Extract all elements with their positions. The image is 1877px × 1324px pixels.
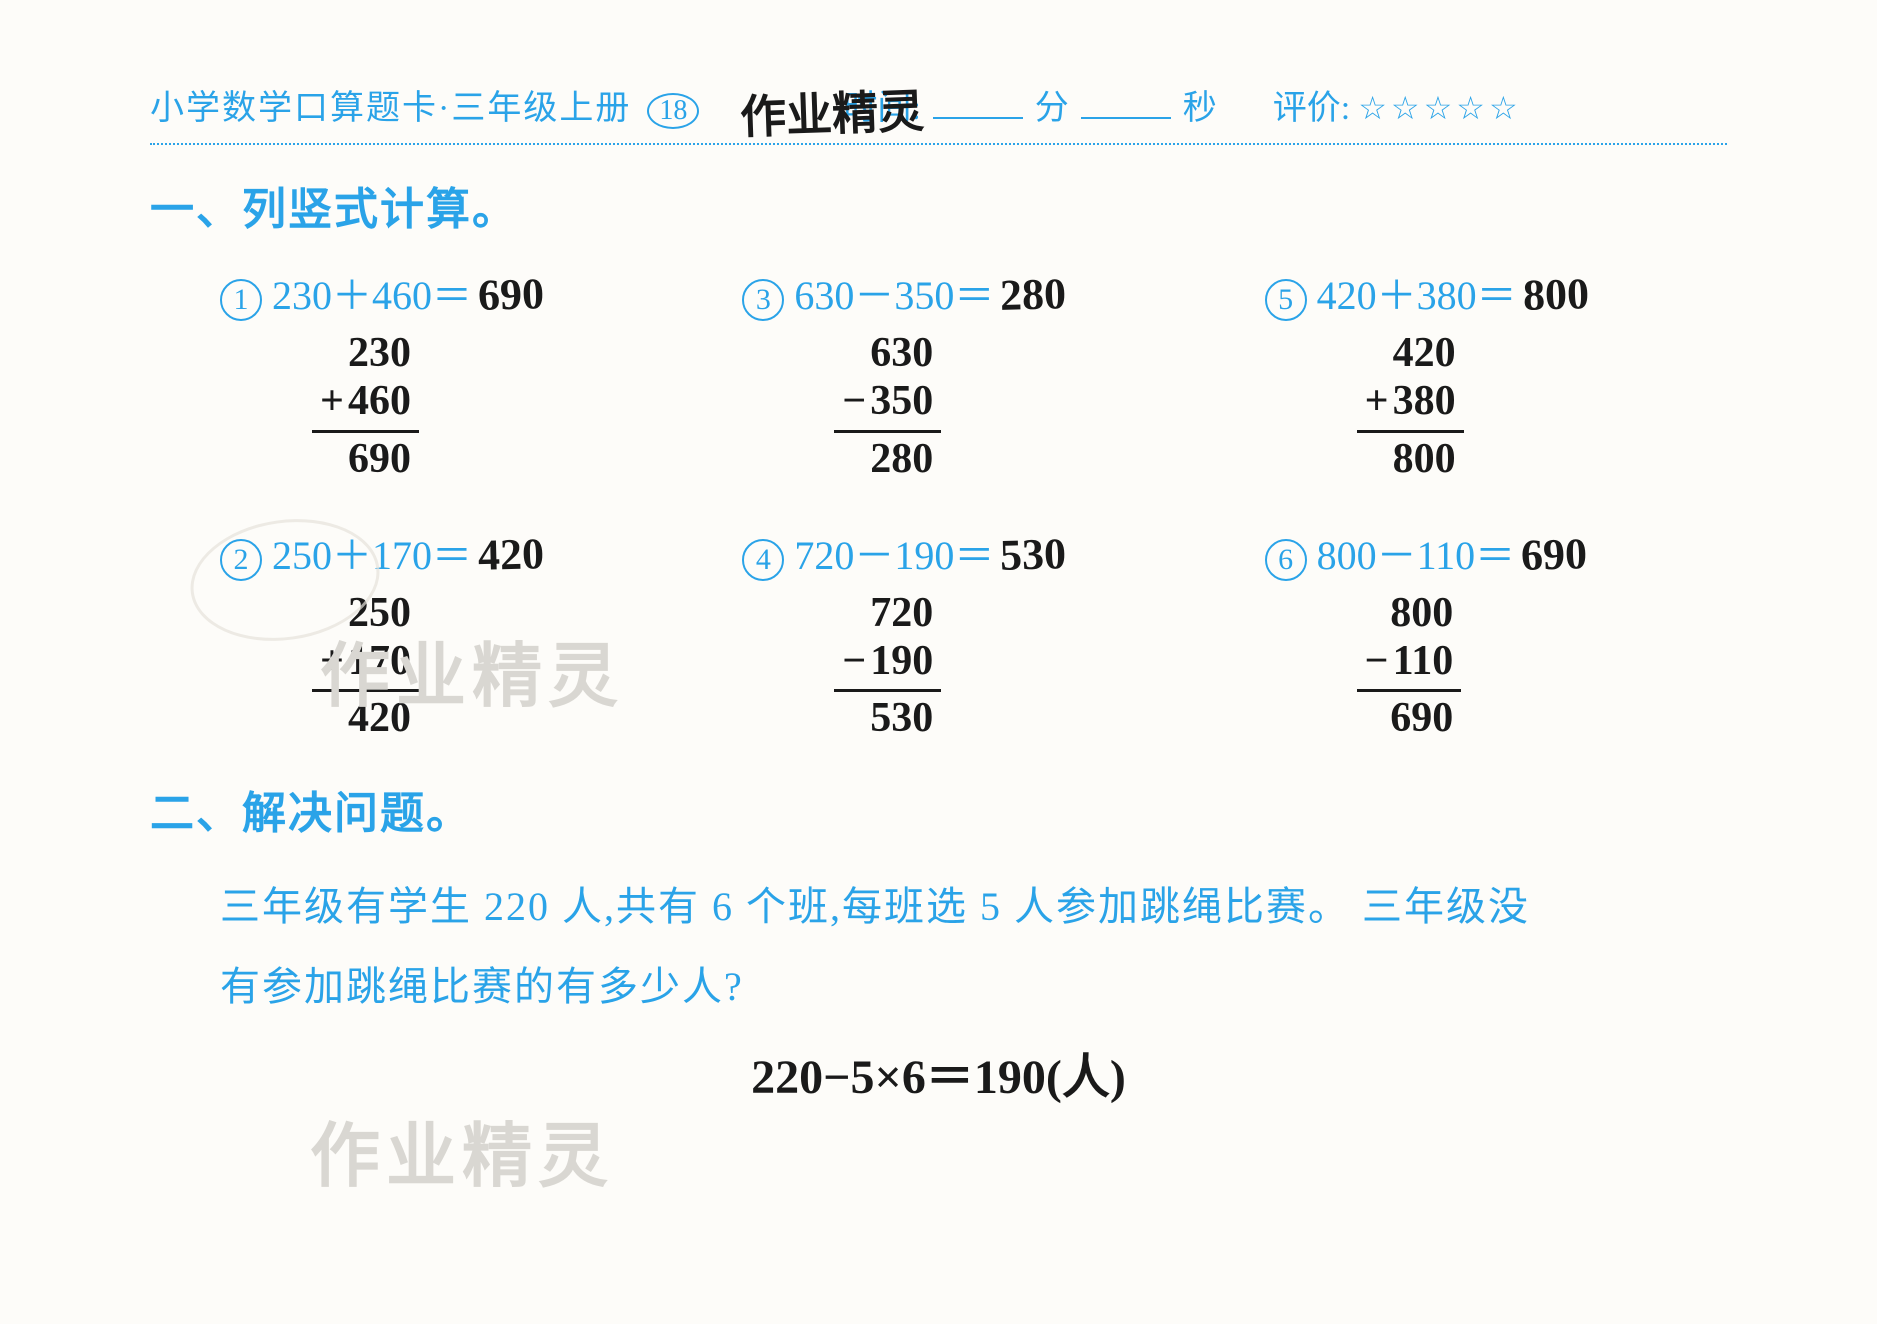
problem-6: 6 800－110＝ 690 800 −110 690	[1265, 523, 1727, 743]
question-line2: 有参加跳绳比赛的有多少人?	[220, 947, 1727, 1027]
section1-title: 一、列竖式计算。	[150, 173, 1727, 237]
work-bar	[312, 430, 419, 433]
vertical-work-1: 230 +460 690	[320, 329, 411, 483]
handwritten-answer: 800	[1522, 268, 1589, 321]
work-sign: +	[1365, 377, 1389, 425]
work-bar	[312, 689, 419, 692]
word-problem: 三年级有学生 220 人,共有 6 个班,每班选 5 人参加跳绳比赛。 三年级没…	[150, 867, 1727, 1027]
work-second: 460	[348, 377, 411, 425]
work-second: 190	[870, 637, 933, 685]
equation-5: 5 420＋380＝ 800	[1265, 263, 1727, 321]
expression: 800－110＝	[1317, 523, 1516, 581]
vertical-work-6: 800 −110 690	[1365, 589, 1454, 743]
seconds-blank	[1081, 91, 1171, 119]
equation-4: 4 720－190＝ 530	[742, 523, 1204, 581]
watermark-2: 作业精灵	[310, 1100, 614, 1201]
vertical-work-2: 250 +170 420	[320, 589, 411, 743]
work-result: 690	[1365, 694, 1454, 742]
problem-2: 2 250＋170＝ 420 250 +170 420	[220, 523, 682, 743]
problem-number: 2	[220, 539, 262, 581]
work-second: 110	[1393, 637, 1454, 685]
handwritten-answer: 690	[1521, 528, 1588, 581]
work-result: 800	[1365, 435, 1456, 483]
rating-label: 评价:	[1273, 80, 1350, 129]
work-top: 720	[842, 589, 933, 637]
work-bar	[834, 689, 941, 692]
handwritten-answer: 690	[477, 268, 544, 321]
section2-title: 二、解决问题。	[150, 777, 1727, 841]
header-row: 小学数学口算题卡·三年级上册 18 时间: 分 秒 评价: ☆☆☆☆☆	[150, 80, 1727, 129]
vertical-work-5: 420 +380 800	[1365, 329, 1456, 483]
work-bar	[1357, 430, 1464, 433]
equation-6: 6 800－110＝ 690	[1265, 523, 1727, 581]
problem-5: 5 420＋380＝ 800 420 +380 800	[1265, 263, 1727, 483]
page-number-circle: 18	[647, 93, 699, 129]
work-top: 420	[1365, 329, 1456, 377]
work-second: 350	[870, 377, 933, 425]
work-bar	[834, 430, 941, 433]
problem-number: 1	[220, 279, 262, 321]
work-top: 250	[320, 589, 411, 637]
problem-number: 4	[742, 539, 784, 581]
expression: 250＋170＝	[272, 523, 472, 581]
min-unit: 分	[1035, 80, 1069, 129]
work-sign: +	[320, 637, 344, 685]
problem-number: 3	[742, 279, 784, 321]
handwritten-answer: 530	[1000, 528, 1067, 581]
rating-stars: ☆☆☆☆☆	[1358, 89, 1521, 127]
word-problem-answer: 220−5×6＝190(人)	[150, 1037, 1727, 1107]
worksheet-page: 小学数学口算题卡·三年级上册 18 时间: 分 秒 评价: ☆☆☆☆☆ 作业精灵…	[0, 0, 1877, 1324]
problem-3: 3 630－350＝ 280 630 −350 280	[742, 263, 1204, 483]
problem-number: 6	[1265, 539, 1307, 581]
work-sign: −	[1365, 637, 1389, 685]
work-top: 230	[320, 329, 411, 377]
handwritten-answer: 280	[1000, 268, 1067, 321]
work-top: 800	[1365, 589, 1454, 637]
work-top: 630	[842, 329, 933, 377]
header-rule	[150, 143, 1727, 145]
problems-grid: 1 230＋460＝ 690 230 +460 690 3 630－350＝ 2…	[150, 263, 1727, 743]
work-sign: −	[842, 637, 866, 685]
work-result: 420	[320, 694, 411, 742]
problem-4: 4 720－190＝ 530 720 −190 530	[742, 523, 1204, 743]
work-result: 280	[842, 435, 933, 483]
expression: 630－350＝	[794, 263, 994, 321]
book-title: 小学数学口算题卡·三年级上册	[150, 80, 631, 129]
sec-unit: 秒	[1183, 80, 1217, 129]
work-second: 170	[348, 637, 411, 685]
equation-2: 2 250＋170＝ 420	[220, 523, 682, 581]
work-bar	[1357, 689, 1462, 692]
vertical-work-4: 720 −190 530	[842, 589, 933, 743]
work-result: 690	[320, 435, 411, 483]
problem-1: 1 230＋460＝ 690 230 +460 690	[220, 263, 682, 483]
handwritten-answer: 420	[477, 528, 544, 581]
work-sign: −	[842, 377, 866, 425]
work-result: 530	[842, 694, 933, 742]
expression: 230＋460＝	[272, 263, 472, 321]
expression: 720－190＝	[794, 523, 994, 581]
expression: 420＋380＝	[1317, 263, 1517, 321]
handwritten-header-note: 作业精灵	[739, 75, 925, 147]
equation-3: 3 630－350＝ 280	[742, 263, 1204, 321]
question-line1: 三年级有学生 220 人,共有 6 个班,每班选 5 人参加跳绳比赛。 三年级没	[220, 867, 1727, 947]
vertical-work-3: 630 −350 280	[842, 329, 933, 483]
work-second: 380	[1393, 377, 1456, 425]
problem-number: 5	[1265, 279, 1307, 321]
minutes-blank	[933, 91, 1023, 119]
equation-1: 1 230＋460＝ 690	[220, 263, 682, 321]
work-sign: +	[320, 377, 344, 425]
